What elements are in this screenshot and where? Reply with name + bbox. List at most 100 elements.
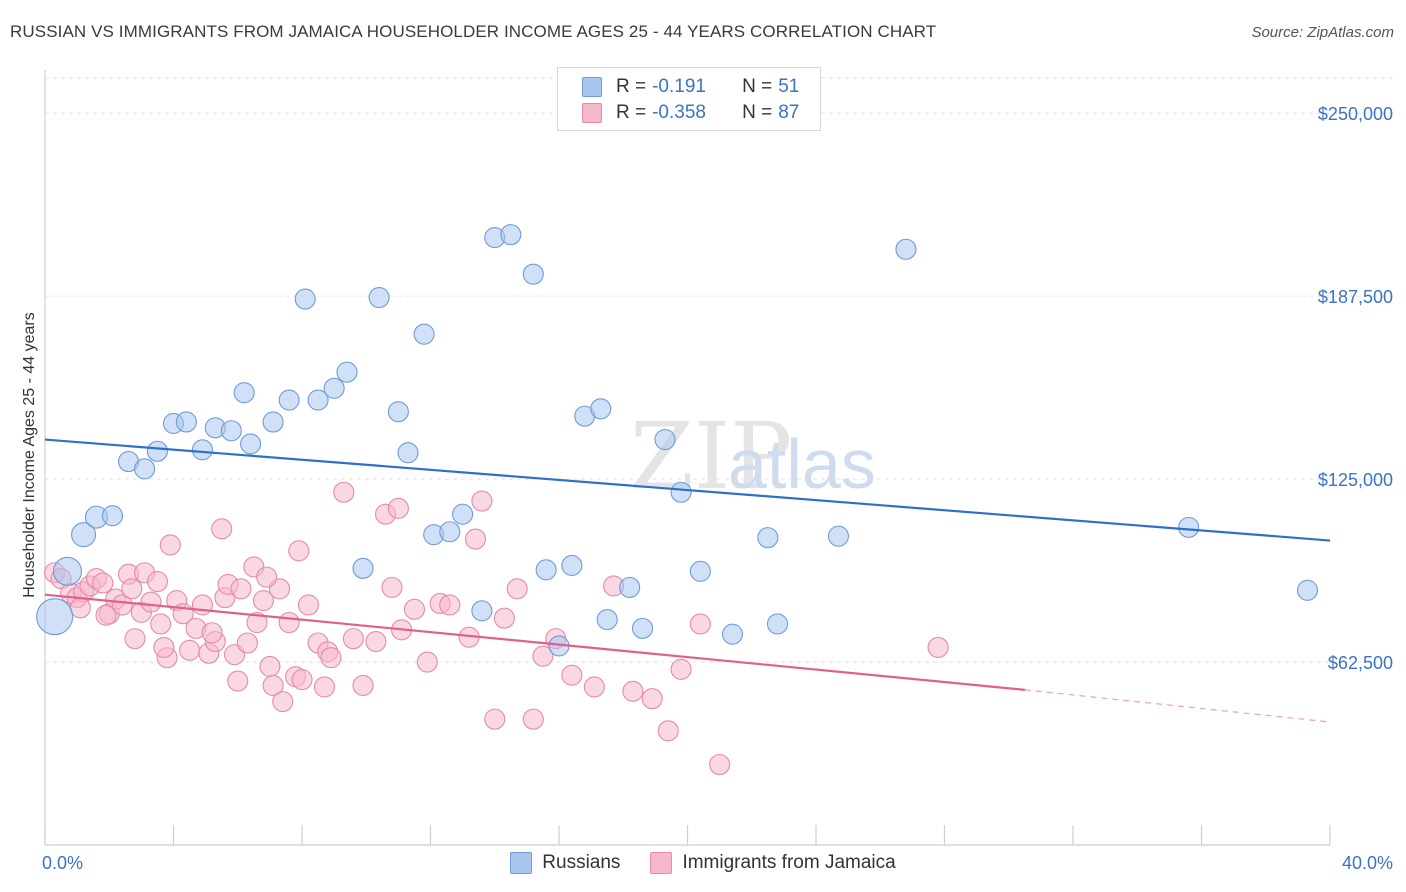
stats-legend: R = -0.191 N = 51 R = -0.358 N = 87 bbox=[557, 67, 821, 131]
jamaica-legend-icon bbox=[650, 852, 673, 874]
jamaica-point-17 bbox=[150, 613, 172, 635]
y-tick-label-3: $250,000 bbox=[1318, 104, 1393, 124]
y-tick-label-1: $125,000 bbox=[1318, 470, 1393, 490]
russians-point-1 bbox=[52, 556, 83, 586]
russians-points bbox=[36, 224, 1319, 657]
jamaica-point-71 bbox=[561, 664, 583, 686]
jamaica-point-50 bbox=[333, 481, 355, 503]
jamaica-point-51 bbox=[342, 628, 364, 650]
jamaica-point-49 bbox=[320, 647, 342, 669]
jamaica-point-45 bbox=[297, 594, 319, 616]
jamaica-point-47 bbox=[313, 676, 336, 698]
jamaica-point-66 bbox=[493, 607, 515, 629]
russians-point-17 bbox=[294, 288, 316, 310]
jamaica-point-85 bbox=[201, 622, 223, 644]
russians-point-13 bbox=[233, 382, 255, 404]
jamaica-point-36 bbox=[252, 590, 275, 612]
russians-point-20 bbox=[336, 361, 358, 383]
jamaica-point-81 bbox=[95, 604, 117, 626]
series-legend: Russians Immigrants from Jamaica bbox=[0, 852, 1406, 874]
russians-point-31 bbox=[500, 224, 522, 246]
jamaica-point-75 bbox=[641, 688, 663, 710]
russians-point-23 bbox=[387, 401, 409, 423]
russians-trend-line bbox=[44, 438, 1331, 542]
jamaica-point-7 bbox=[92, 572, 114, 594]
jamaica-point-64 bbox=[471, 490, 493, 512]
russians-point-7 bbox=[146, 440, 168, 462]
russians-point-9 bbox=[175, 411, 197, 433]
jamaica-point-24 bbox=[191, 594, 213, 616]
jamaica-point-10 bbox=[111, 594, 133, 616]
russians-point-22 bbox=[368, 287, 390, 309]
legend-item-jamaica[interactable]: Immigrants from Jamaica bbox=[650, 852, 896, 874]
russians-point-50 bbox=[1296, 579, 1319, 601]
trend-lines bbox=[44, 438, 1331, 723]
russians-point-46 bbox=[766, 613, 789, 635]
russians-point-25 bbox=[413, 323, 435, 345]
jamaica-point-76 bbox=[657, 720, 679, 742]
n-label: N = bbox=[742, 76, 773, 97]
russians-point-37 bbox=[590, 398, 612, 420]
russians-point-47 bbox=[827, 525, 850, 547]
jamaica-point-69 bbox=[532, 645, 554, 667]
jamaica-point-41 bbox=[278, 611, 300, 634]
legend-item-russians[interactable]: Russians bbox=[510, 852, 620, 874]
russians-point-33 bbox=[535, 559, 557, 581]
jamaica-point-78 bbox=[689, 613, 711, 635]
jamaica-point-74 bbox=[622, 680, 644, 702]
jamaica-point-22 bbox=[179, 639, 201, 661]
x-tick-label-1: 40.0% bbox=[1342, 853, 1393, 873]
jamaica-point-44 bbox=[291, 669, 313, 691]
russians-point-6 bbox=[134, 458, 156, 480]
jamaica-point-19 bbox=[159, 534, 181, 556]
russians-point-29 bbox=[471, 600, 493, 622]
russians-point-35 bbox=[561, 554, 583, 576]
n-value: 87 bbox=[778, 102, 800, 123]
r-label: R = bbox=[616, 76, 647, 97]
jamaica-point-82 bbox=[153, 636, 175, 658]
russians-point-14 bbox=[240, 433, 262, 455]
jamaica-point-53 bbox=[365, 630, 387, 653]
jamaica-point-72 bbox=[583, 676, 605, 698]
russians-point-10 bbox=[191, 439, 213, 461]
jamaica-point-61 bbox=[439, 594, 461, 616]
russians-swatch-icon bbox=[582, 77, 602, 97]
chart-title: RUSSIAN VS IMMIGRANTS FROM JAMAICA HOUSE… bbox=[10, 22, 937, 41]
jamaica-point-63 bbox=[464, 528, 487, 550]
russians-point-32 bbox=[522, 263, 544, 285]
jamaica-point-68 bbox=[522, 708, 544, 730]
jamaica-point-67 bbox=[506, 578, 528, 600]
russians-point-0 bbox=[36, 598, 74, 636]
russians-point-27 bbox=[439, 521, 461, 543]
source-label: Source: ZipAtlas.com bbox=[1251, 24, 1394, 41]
jamaica-point-33 bbox=[236, 632, 258, 654]
jamaica-point-58 bbox=[403, 598, 425, 620]
jamaica-point-56 bbox=[387, 497, 409, 519]
jamaica-point-84 bbox=[124, 628, 146, 650]
russians-point-24 bbox=[397, 442, 419, 464]
russians-point-18 bbox=[307, 389, 329, 411]
x-tick-label-0: 0.0% bbox=[42, 853, 83, 873]
jamaica-point-31 bbox=[227, 670, 249, 692]
jamaica-point-43 bbox=[288, 540, 310, 562]
jamaica-point-52 bbox=[352, 674, 374, 697]
legend-label-russians: Russians bbox=[542, 852, 621, 873]
legend-row-jamaica: R = -0.358 N = 87 bbox=[582, 100, 799, 126]
jamaica-point-79 bbox=[709, 753, 731, 776]
legend-row-russians: R = -0.191 N = 51 bbox=[582, 74, 799, 100]
russians-point-38 bbox=[596, 609, 618, 631]
russians-point-4 bbox=[101, 505, 124, 527]
russians-point-12 bbox=[220, 420, 242, 442]
russians-point-48 bbox=[895, 238, 917, 260]
jamaica-points bbox=[44, 481, 949, 776]
jamaica-point-80 bbox=[927, 636, 949, 658]
jamaica-point-38 bbox=[262, 674, 284, 697]
r-value: -0.358 bbox=[652, 102, 706, 123]
y-tick-label-2: $187,500 bbox=[1318, 287, 1393, 307]
jamaica-trend-line bbox=[44, 593, 1025, 691]
jamaica-point-15 bbox=[140, 591, 162, 613]
russians-point-43 bbox=[689, 560, 711, 582]
watermark: ZIP atlas bbox=[630, 403, 876, 510]
russians-point-44 bbox=[721, 623, 744, 645]
